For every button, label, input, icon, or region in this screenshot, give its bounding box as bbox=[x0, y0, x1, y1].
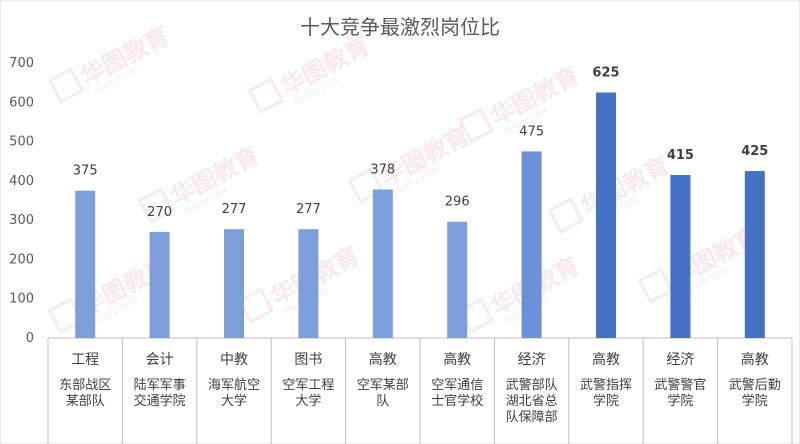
category-name-label: 学院 bbox=[593, 393, 619, 409]
y-tick-label: 0 bbox=[26, 331, 34, 346]
category-name-label: 大学 bbox=[295, 393, 321, 409]
category-type-label: 工程 bbox=[71, 352, 99, 368]
category-name-label: 某部队 bbox=[66, 394, 105, 409]
data-label: 277 bbox=[222, 202, 247, 217]
data-label: 375 bbox=[73, 164, 98, 179]
category-name-label: 队 bbox=[376, 394, 389, 409]
bar bbox=[298, 229, 319, 338]
category-type-label: 图书 bbox=[294, 352, 322, 368]
category-type-label: 经济 bbox=[518, 352, 546, 368]
category-name-label: 空军工程 bbox=[282, 378, 334, 393]
category-name-label: 东部战区 bbox=[59, 378, 111, 393]
bar bbox=[372, 189, 393, 338]
category-name-label: 海军航空 bbox=[208, 377, 260, 393]
category-name-label: 空军某部 bbox=[357, 378, 409, 393]
y-tick-label: 300 bbox=[9, 213, 34, 228]
category-name-label: 武警指挥 bbox=[580, 377, 632, 393]
chart-title: 十大竞争最激烈岗位比 bbox=[300, 15, 500, 39]
category-name-label: 武警部队 bbox=[506, 377, 558, 393]
bar bbox=[744, 171, 765, 338]
bar bbox=[447, 221, 468, 338]
category-name-label: 学院 bbox=[667, 393, 693, 409]
y-tick-label: 100 bbox=[9, 292, 34, 307]
category-type-label: 高教 bbox=[443, 351, 471, 368]
category-name-label: 交通学院 bbox=[134, 393, 186, 409]
bar bbox=[670, 174, 691, 338]
data-label: 277 bbox=[296, 202, 321, 217]
data-label: 270 bbox=[147, 205, 172, 220]
category-name-label: 湖北省总 bbox=[506, 394, 558, 409]
bar bbox=[149, 231, 170, 338]
category-name-label: 大学 bbox=[221, 393, 247, 409]
category-type-label: 高教 bbox=[369, 351, 397, 368]
y-tick-label: 600 bbox=[9, 95, 34, 110]
category-name-label: 士官学校 bbox=[431, 393, 483, 409]
category-name-label: 学院 bbox=[742, 393, 768, 409]
category-type-label: 高教 bbox=[741, 351, 769, 368]
data-label: 296 bbox=[445, 195, 470, 210]
data-label: 378 bbox=[370, 163, 395, 178]
category-type-label: 会计 bbox=[146, 352, 174, 368]
category-name-label: 陆军军事 bbox=[134, 377, 186, 393]
y-tick-label: 500 bbox=[9, 135, 34, 150]
data-label: 625 bbox=[592, 65, 619, 80]
category-type-label: 中教 bbox=[220, 352, 248, 368]
data-label: 475 bbox=[519, 124, 544, 139]
bar bbox=[521, 151, 542, 338]
bar bbox=[596, 92, 616, 338]
category-name-label: 队保障部 bbox=[506, 410, 558, 425]
y-tick-label: 200 bbox=[9, 252, 34, 267]
category-type-label: 高教 bbox=[592, 351, 620, 368]
category-name-label: 空军通信 bbox=[431, 378, 483, 393]
bar bbox=[224, 229, 244, 338]
y-tick-label: 700 bbox=[9, 56, 34, 71]
bar bbox=[75, 190, 96, 338]
category-name-label: 武警后勤 bbox=[729, 377, 781, 393]
category-name-label: 武警警官 bbox=[654, 377, 706, 393]
category-type-label: 经济 bbox=[666, 352, 694, 368]
data-label: 415 bbox=[667, 148, 694, 163]
data-label: 425 bbox=[741, 144, 768, 159]
y-tick-label: 400 bbox=[9, 174, 34, 189]
